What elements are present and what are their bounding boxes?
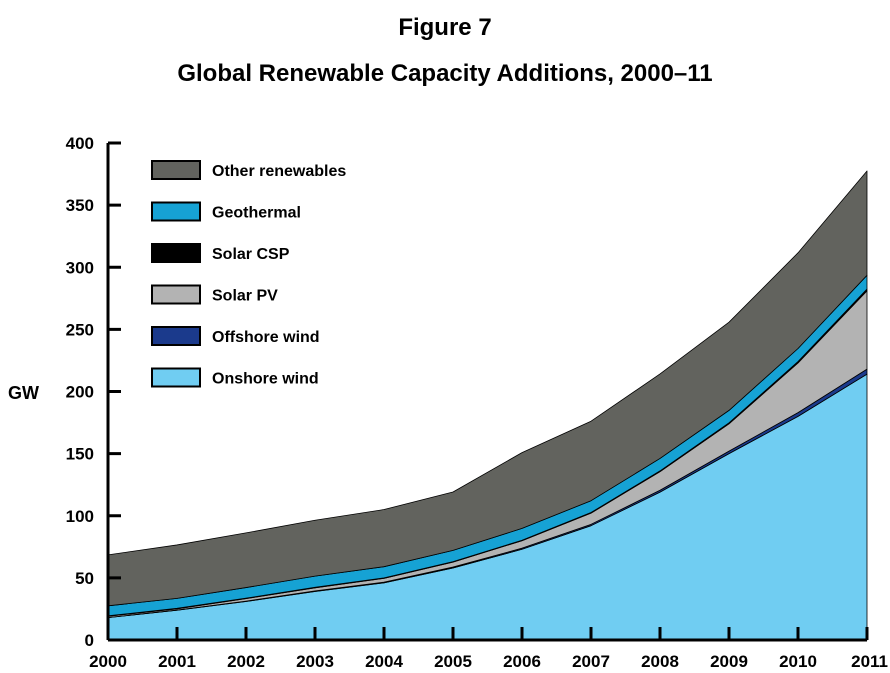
legend-swatch-solar-csp: [151, 243, 201, 263]
figure-label: Figure 7: [398, 14, 492, 41]
chart-areas: [107, 170, 868, 641]
x-tick-label: 2004: [365, 652, 403, 671]
chart-title: Global Renewable Capacity Additions, 200…: [177, 60, 713, 87]
x-tick-label: 2010: [779, 652, 817, 671]
y-axis-label: GW: [8, 383, 39, 403]
y-tick-label: 50: [75, 569, 94, 588]
x-tick-label: 2006: [503, 652, 541, 671]
x-tick-label: 2002: [227, 652, 265, 671]
chart-legend: Other renewables Geothermal Solar CSP Solar…: [151, 160, 346, 388]
x-tick-label: 2007: [572, 652, 610, 671]
area-other-renewables: [107, 170, 868, 607]
legend-label-geothermal: Geothermal: [212, 205, 301, 222]
legend-swatch-offshore-wind: [151, 326, 201, 346]
y-tick-label: 0: [85, 631, 94, 650]
y-tick-label: 300: [66, 258, 94, 277]
y-tick-label: 200: [66, 383, 94, 402]
y-tick-label: 150: [66, 445, 94, 464]
x-tick-label: 2011: [851, 652, 888, 671]
legend-swatch-solar-pv: [151, 284, 201, 305]
x-tick-label: 2009: [710, 652, 748, 671]
legend-swatch-geothermal: [151, 201, 201, 222]
x-tick-label: 2001: [158, 652, 196, 671]
legend-swatch-onshore-wind: [151, 367, 201, 388]
legend-label-solar-pv: Solar PV: [212, 288, 278, 305]
x-tick-label: 2008: [641, 652, 679, 671]
legend-swatch-other-renewables: [151, 160, 201, 180]
legend-label-solar-csp: Solar CSP: [212, 246, 290, 263]
x-tick-label: 2000: [89, 652, 127, 671]
y-tick-label: 350: [66, 196, 94, 215]
legend-label-onshore-wind: Onshore wind: [212, 371, 319, 388]
legend-label-offshore-wind: Offshore wind: [212, 329, 320, 346]
x-tick-label: 2003: [296, 652, 334, 671]
y-tick-label: 250: [66, 320, 94, 339]
y-tick-label: 400: [66, 134, 94, 153]
x-tick-label: 2005: [434, 652, 472, 671]
chart-axes: 0 50 100 150 200 250 300 350 400 2000 2001 2002 2003…: [66, 134, 888, 671]
legend-label-other-renewables: Other renewables: [212, 163, 346, 180]
y-tick-label: 100: [66, 507, 94, 526]
